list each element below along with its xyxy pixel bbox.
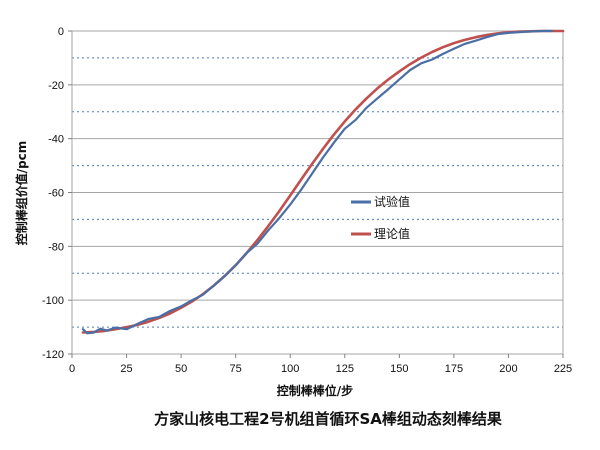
y-tick-label: -20	[48, 80, 64, 92]
grid	[71, 30, 564, 355]
x-tick-label: 175	[445, 363, 463, 375]
y-axis-label: 控制棒组价值/pcm	[14, 141, 29, 246]
x-tick-label: 100	[281, 363, 299, 375]
y-tick-label: 0	[58, 26, 64, 38]
series-line-theory	[81, 29, 565, 334]
x-tick-label: 200	[499, 363, 517, 375]
x-tick-label: 75	[230, 363, 242, 375]
legend-label-test: 试验值	[374, 194, 410, 209]
x-tick-label: 125	[336, 363, 354, 375]
chart-title: 方家山核电工程2号机组首循环SA棒组动态刻棒结果	[154, 410, 503, 428]
legend: 试验值 理论值	[351, 194, 410, 241]
legend-label-theory: 理论值	[374, 226, 410, 241]
x-tick-label: 150	[390, 363, 408, 375]
x-tick-label: 0	[69, 363, 75, 375]
y-tick-label: -80	[48, 241, 64, 253]
y-tick-label: -120	[42, 349, 64, 361]
x-tick-label: 50	[175, 363, 187, 375]
x-axis-label: 控制棒棒位/步	[277, 383, 353, 398]
x-tick-label: 25	[120, 363, 132, 375]
y-tick-label: -100	[42, 295, 64, 307]
series-layer	[81, 29, 565, 335]
y-tick-label: -60	[48, 188, 64, 200]
y-tick-label: -40	[48, 134, 64, 146]
x-tick-label: 225	[554, 363, 572, 375]
tick-labels: 0 -20 -40 -60 -80 -100 -120 0 25 50 75 100 125 150 175…	[42, 26, 572, 375]
series-line-test	[81, 29, 554, 335]
